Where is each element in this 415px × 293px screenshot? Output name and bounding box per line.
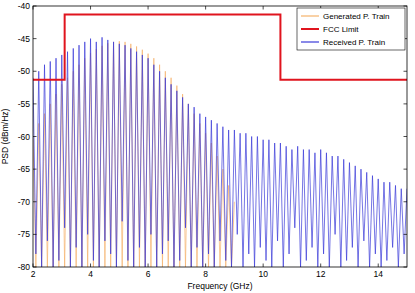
y-tick (33, 234, 37, 235)
y-tick-label: -80 (18, 262, 31, 272)
legend-swatch (301, 41, 319, 42)
series-line (33, 37, 407, 267)
y-tick (33, 136, 37, 137)
x-tick-label: 14 (373, 269, 383, 279)
x-tick-label: 6 (146, 269, 151, 279)
y-tick (404, 136, 408, 137)
legend-swatch (301, 15, 319, 16)
x-tick (205, 6, 206, 10)
x-tick (263, 6, 264, 10)
x-tick (378, 264, 379, 268)
legend-label: Received P. Train (323, 38, 385, 47)
y-tick-label: -65 (18, 164, 31, 174)
plot-area (33, 6, 407, 267)
y-tick-label: -50 (18, 66, 31, 76)
x-tick (205, 264, 206, 268)
x-tick (148, 6, 149, 10)
x-axis-label: Frequency (GHz) (187, 281, 252, 291)
x-tick-label: 2 (31, 269, 36, 279)
x-tick (90, 264, 91, 268)
x-tick (33, 6, 34, 10)
x-tick (148, 264, 149, 268)
y-tick-label: -40 (18, 1, 31, 11)
y-tick (33, 169, 37, 170)
y-tick-label: -75 (18, 229, 31, 239)
legend-label: FCC Limit (323, 25, 359, 34)
y-tick (33, 6, 37, 7)
x-tick-label: 8 (203, 269, 208, 279)
y-tick (404, 6, 408, 7)
y-tick-label: -55 (18, 99, 31, 109)
y-tick (33, 201, 37, 202)
y-tick (404, 201, 408, 202)
y-axis-label: PSD (dBm/Hz) (0, 108, 10, 164)
x-tick-label: 4 (88, 269, 93, 279)
chart: 2 4 6 8 10 12 14 -80 -75 -70 -65 -60 -55 -50 -45 -40 Fre… (0, 0, 415, 293)
y-tick (404, 267, 408, 268)
y-tick-label: -60 (18, 132, 31, 142)
legend: Generated P. Train FCC Limit Received P. T… (297, 8, 405, 50)
y-tick-label: -70 (18, 197, 31, 207)
x-tick (320, 264, 321, 268)
axes-frame (33, 6, 407, 267)
legend-label: Generated P. Train (323, 12, 390, 21)
y-tick (33, 38, 37, 39)
x-tick (263, 264, 264, 268)
x-tick (33, 264, 34, 268)
legend-swatch (301, 28, 319, 30)
x-tick-label: 10 (258, 269, 268, 279)
y-tick (33, 103, 37, 104)
y-tick (404, 169, 408, 170)
x-tick-label: 12 (316, 269, 326, 279)
y-tick (404, 103, 408, 104)
y-tick (404, 234, 408, 235)
y-tick (33, 267, 37, 268)
background (0, 0, 415, 293)
series-group (33, 14, 407, 267)
x-tick (90, 6, 91, 10)
y-tick-label: -45 (18, 34, 31, 44)
y-tick (404, 71, 408, 72)
y-tick (33, 71, 37, 72)
legend-box (297, 8, 405, 50)
